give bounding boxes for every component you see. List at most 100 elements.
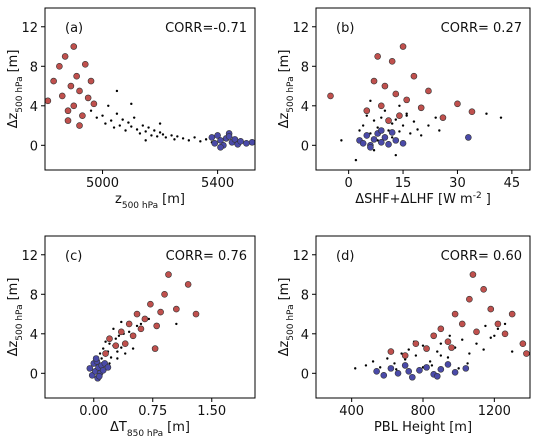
data-point (144, 139, 147, 142)
data-point (377, 127, 385, 134)
axis-label: ΔSHF+ΔLHF [W m-2] (355, 191, 491, 207)
data-point (115, 89, 119, 93)
data-point (387, 365, 395, 372)
data-point (408, 373, 416, 381)
data-point (95, 372, 103, 380)
data-point (130, 102, 133, 106)
data-point (155, 135, 159, 138)
x-tick-label: 0.00 (79, 404, 108, 419)
y-tick-label: 4 (301, 328, 309, 343)
data-point (173, 138, 176, 141)
data-point (340, 139, 343, 142)
data-point (396, 112, 403, 119)
data-point (410, 72, 418, 80)
data-point (70, 43, 78, 50)
data-point (380, 116, 383, 119)
data-point (243, 140, 250, 147)
data-point (225, 133, 233, 140)
data-point (466, 362, 469, 365)
data-point (416, 367, 423, 374)
data-point (153, 129, 156, 132)
data-point (359, 140, 367, 147)
data-point (99, 367, 107, 374)
data-point (430, 364, 434, 367)
data-point (327, 92, 334, 100)
data-point (365, 114, 368, 117)
data-point (496, 327, 500, 331)
x-tick-label: 15 (395, 176, 412, 191)
data-point (403, 96, 410, 104)
data-point (436, 350, 439, 353)
x-tick-label: 0 (345, 176, 353, 191)
data-point (401, 362, 409, 369)
data-point (204, 138, 208, 141)
data-point (112, 126, 116, 129)
data-point (405, 368, 413, 375)
data-point (401, 352, 409, 359)
data-point (150, 134, 153, 137)
data-point (394, 370, 402, 377)
data-point (98, 352, 102, 355)
label-text: ΔT (110, 420, 127, 435)
data-point (386, 357, 389, 360)
data-point (58, 92, 66, 100)
label-subscript: 500 hPa (122, 201, 158, 211)
correlation: CORR=-0.71 (165, 21, 247, 36)
data-point (468, 108, 476, 116)
data-point (487, 305, 495, 313)
data-point (100, 357, 103, 360)
data-point (130, 125, 133, 128)
data-point (118, 124, 121, 127)
data-point (161, 133, 165, 136)
data-point (101, 114, 104, 117)
x-tick-label: 5400 (201, 176, 234, 191)
data-point (173, 305, 180, 313)
data-point (108, 362, 111, 365)
data-point (414, 354, 418, 357)
data-point (433, 372, 441, 380)
data-point (403, 358, 407, 361)
data-point (214, 132, 221, 139)
data-point (135, 324, 139, 328)
data-point (473, 328, 480, 336)
y-tick-label: 12 (21, 21, 38, 36)
label-subscript: 500 hPa (15, 304, 25, 340)
data-point (141, 124, 145, 127)
data-point (67, 82, 75, 90)
data-point (423, 345, 430, 352)
data-point (501, 330, 509, 338)
data-point (151, 345, 159, 352)
data-point (92, 355, 100, 362)
x-tick-label: 1200 (478, 404, 511, 419)
data-point (364, 364, 368, 367)
data-point (493, 334, 496, 337)
data-point (106, 335, 113, 343)
y-tick-label: 8 (301, 288, 309, 303)
panel-label: (d) (336, 249, 354, 264)
data-point (451, 310, 459, 318)
data-point (457, 367, 460, 370)
data-point (147, 317, 151, 321)
data-point (369, 132, 372, 135)
data-point (434, 116, 437, 119)
data-point (217, 137, 224, 144)
data-point (466, 295, 473, 303)
data-point (76, 122, 83, 129)
data-point (462, 365, 470, 372)
data-point (425, 87, 432, 95)
x-tick-label: 5000 (86, 176, 119, 191)
data-point (95, 116, 98, 119)
axes-frame (44, 7, 256, 171)
data-point (394, 118, 397, 121)
axis-label: z500 hPa [m] (115, 192, 185, 211)
y-tick-label: 8 (30, 60, 38, 75)
data-point (373, 368, 380, 375)
x-tick-label: 800 (411, 404, 436, 419)
data-point (102, 350, 109, 357)
data-point (87, 77, 95, 85)
data-point (76, 87, 83, 95)
data-point (367, 143, 374, 151)
axis-label: Δz500 hPa [m] (6, 50, 25, 129)
data-point (475, 342, 478, 345)
data-point (437, 366, 445, 373)
